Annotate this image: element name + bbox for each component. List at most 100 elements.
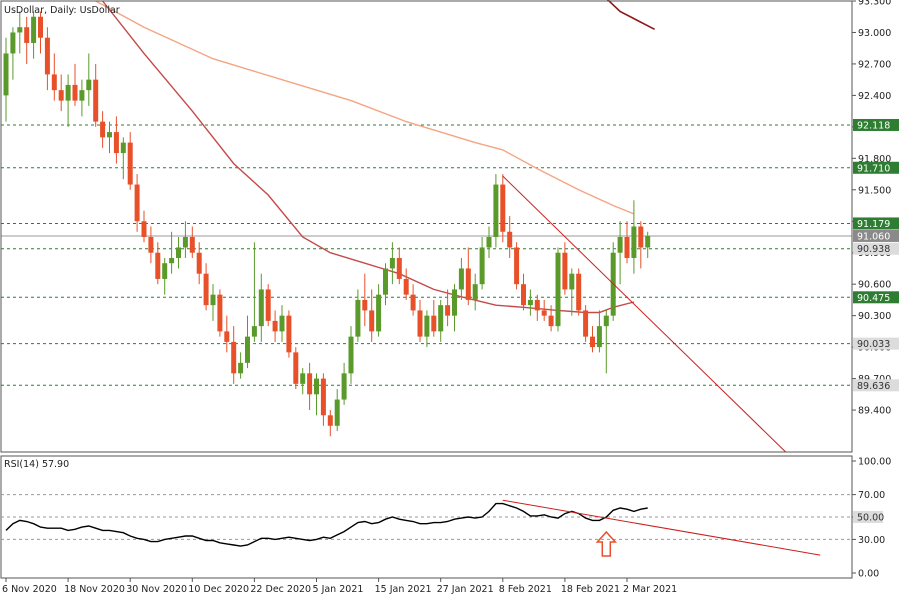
candle-body [327, 415, 333, 426]
up-arrow-icon [595, 530, 617, 557]
candle-body [293, 352, 299, 384]
x-tick-label: 8 Feb 2021 [499, 584, 552, 595]
x-tick-label: 6 Nov 2020 [2, 584, 57, 595]
candle-body [355, 299, 361, 337]
candle-body [376, 294, 382, 332]
rsi-value-label: 50.00 [857, 513, 884, 524]
candle-body [251, 326, 257, 337]
candle-body [527, 299, 533, 306]
candle-body [65, 84, 71, 101]
moving-average-line [95, 0, 635, 215]
price-tick-label: 92.700 [858, 59, 891, 70]
candle-body [72, 84, 78, 101]
price-tick-label: 90.600 [858, 280, 891, 291]
candle-body [576, 273, 582, 311]
candle-body [596, 326, 602, 348]
candle-body [486, 236, 492, 248]
candle-body [362, 299, 368, 311]
candle-body [603, 315, 609, 327]
x-tick-label: 18 Nov 2020 [64, 584, 125, 595]
moving-average-line [102, 0, 635, 314]
candle-body [44, 37, 50, 75]
price-tick-label: 91.500 [858, 185, 891, 196]
chart-title: UsDollar, Daily: UsDollar [4, 5, 120, 16]
price-trendline [502, 175, 787, 453]
candle-body [514, 247, 520, 285]
candle-body [493, 184, 499, 237]
rsi-tick-label: 0.00 [858, 569, 879, 580]
candle-body [472, 284, 478, 300]
candle-body [465, 268, 471, 300]
candle-body [279, 315, 285, 332]
candle-body [541, 310, 547, 316]
price-panel-frame [0, 0, 853, 453]
level-price-tag [853, 291, 899, 304]
candle-body [431, 315, 437, 332]
level-price-label: 89.636 [857, 381, 890, 392]
candle-body [307, 373, 313, 395]
candle-body [169, 257, 175, 264]
candle-body [396, 257, 402, 279]
candle-body [17, 27, 23, 33]
rsi-line [5, 502, 648, 547]
level-price-label: 90.938 [857, 244, 890, 255]
level-price-label: 91.179 [857, 219, 890, 230]
candle-body [134, 184, 140, 222]
candle-body [58, 90, 64, 101]
candle-body [348, 336, 354, 374]
x-tick-label: 2 Mar 2021 [623, 584, 677, 595]
rsi-tick-label: 70.00 [858, 490, 885, 501]
candle-body [424, 315, 430, 337]
x-tick-label: 10 Dec 2020 [188, 584, 249, 595]
candle-body [224, 331, 230, 342]
candle-body [107, 132, 112, 138]
candle-body [189, 236, 195, 253]
candle-body [113, 132, 119, 154]
candle-body [162, 263, 168, 279]
candle-body [334, 399, 340, 426]
rsi-trendline [502, 499, 821, 556]
level-price-label: 91.060 [857, 231, 890, 242]
candle-body [383, 268, 388, 295]
x-tick-label: 27 Jan 2021 [437, 584, 494, 595]
candle-body [590, 336, 595, 348]
candle-body [417, 310, 423, 337]
candle-body [445, 305, 451, 316]
candle-body [238, 362, 244, 374]
x-tick-label: 18 Feb 2021 [561, 584, 620, 595]
candle-body [410, 294, 416, 311]
moving-average-line [606, 0, 655, 31]
candle-body [127, 142, 133, 185]
candle-body [534, 299, 540, 311]
x-tick-label: 30 Nov 2020 [126, 584, 187, 595]
candle-body [210, 294, 216, 306]
candle-body [176, 247, 181, 258]
level-price-tag [853, 161, 899, 174]
candle-body [458, 268, 464, 290]
candle-body [148, 236, 154, 253]
candle-body [320, 378, 326, 416]
level-price-tag [853, 379, 899, 392]
candle-body [341, 373, 347, 400]
candle-body [286, 315, 292, 353]
candle-body [389, 257, 395, 269]
candle-body [555, 252, 561, 327]
candle-body [3, 53, 9, 96]
x-tick-label: 15 Jan 2021 [375, 584, 432, 595]
rsi-label: RSI(14) 57.90 [4, 459, 69, 470]
candle-body [569, 273, 575, 290]
price-tick-label: 92.400 [858, 91, 891, 102]
candle-body [24, 27, 30, 43]
candle-body [231, 341, 237, 374]
candle-body [521, 284, 526, 306]
candle-body [31, 16, 37, 43]
candle-body [507, 231, 513, 248]
level-price-tag [853, 337, 899, 350]
candle-body [245, 336, 250, 363]
candle-body [182, 236, 188, 248]
candle-body [155, 252, 161, 279]
candle-body [548, 315, 554, 327]
candle-body [638, 226, 644, 248]
candle-body [403, 278, 409, 295]
